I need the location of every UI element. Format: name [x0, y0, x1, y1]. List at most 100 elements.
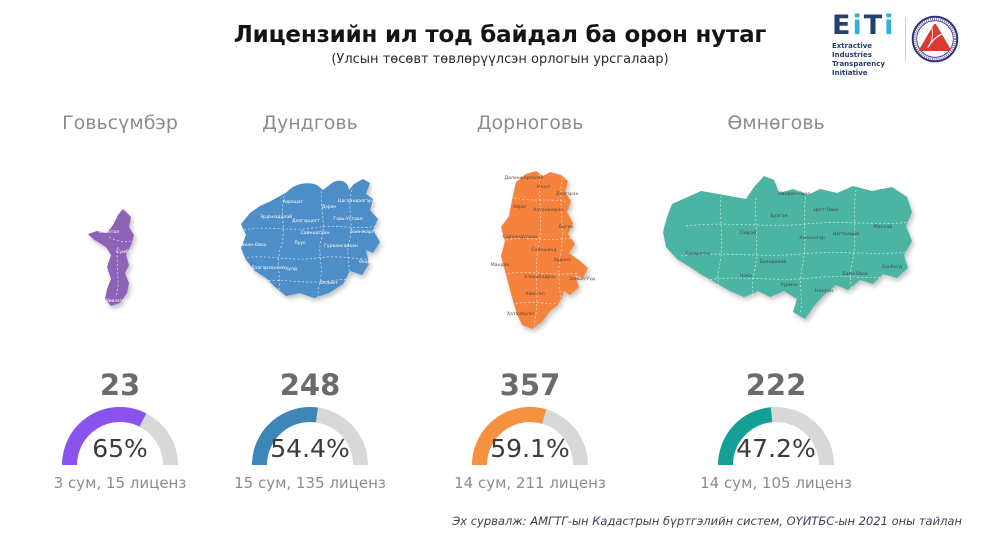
map-dornogovi: Даланжаргалан Иххэт Дэлгэрэх Айраг Алтанширэ… [484, 168, 595, 340]
soum-label: Өлзийт [320, 279, 338, 286]
soum-label: Гурвантэс [686, 251, 711, 257]
gauge-percent-label: 54.4% [270, 434, 350, 463]
eiti-logo: EiTi Extractive Industries Transparency … [832, 12, 906, 78]
soum-label: Замын-Үүд [569, 276, 595, 282]
soum-label: Цагаандэлгэр [338, 198, 372, 204]
soum-label: Сүмбэр [116, 249, 134, 255]
soum-label: Хөвсгөл [525, 291, 544, 297]
govsumber-region-shape [88, 209, 134, 306]
eiti-letter-t: T [863, 10, 885, 41]
eiti-letter-i2: i [884, 10, 896, 41]
soum-label: Булган [770, 213, 787, 219]
license-detail: 14 сум, 211 лиценз [454, 474, 606, 492]
gauge-svg [62, 407, 178, 466]
soum-label: Цогт-Овоо [813, 207, 838, 213]
soum-label: Гурвансайхан [324, 242, 358, 249]
map-dundgovi: Адаацаг Цагаандэлгэр Дэрэн Эрдэнэдалай Говь-… [232, 174, 387, 314]
soum-label: Алтанширээ [533, 207, 563, 213]
gauge-chart [235, 397, 385, 469]
soum-label: Баяндалай [760, 258, 786, 265]
soum-label: Өргөн [559, 224, 574, 230]
gauge-svg [718, 407, 834, 466]
soum-label: Номгон [815, 288, 833, 294]
dundgovi-region-shape [241, 179, 380, 298]
soum-label: Баян-Овоо [842, 271, 868, 277]
soum-label: Дэлгэрцогт [292, 218, 320, 224]
soum-label: Говь-Угтаал [333, 216, 362, 222]
map-govsumber: Баянтал Сүмбэр Шивээговь [85, 203, 155, 313]
soum-label: Өндөршил [359, 259, 385, 265]
soum-label: Даланжаргалан [504, 175, 543, 181]
dornogovi-region-shape [501, 171, 588, 329]
eiti-logo-letters: EiTi [832, 12, 906, 40]
province-column-dornogovi: Дорноговь 357 59.1% 14 сум, 211 лиценз [430, 0, 630, 539]
soum-label: Сайхандулаан [502, 233, 537, 240]
page-subtitle: (Улсын төсөвт төвлөрүүлсэн орлогын урсга… [331, 52, 669, 67]
province-column-govsumber: Говьсүмбэр 23 65% 3 сум, 15 лиценз [20, 0, 220, 539]
soum-label: Сайншанд [531, 246, 556, 253]
map-umnugovi: Мандал-Овоо Цогт-Овоо Булган Манлай Сэврэй Цо… [656, 168, 922, 330]
license-detail: 14 сум, 105 лиценз [700, 474, 852, 492]
gauge-percent-label: 59.1% [490, 434, 570, 463]
soum-label: Хулд [285, 266, 297, 272]
page-title: Лицензийн ил тод байдал ба орон нутаг [233, 22, 767, 48]
province-title: Дорноговь [476, 112, 584, 134]
province-title: Дундговь [262, 112, 358, 134]
gauge-value-arc [62, 407, 147, 466]
soum-label: Ханхонгор [799, 235, 825, 241]
soum-label: Манлай [874, 223, 893, 230]
license-detail: 3 сум, 15 лиценз [53, 474, 187, 492]
soum-label: Улаанбадрах [524, 274, 556, 280]
soum-label: Баянтал [99, 229, 119, 235]
umnugovi-region-shape [663, 176, 912, 319]
gauge-percent-label: 47.2% [736, 434, 816, 463]
soum-label: Мандах [491, 262, 510, 268]
province-title: Өмнөговь [727, 112, 825, 134]
soum-label: Иххэт [537, 184, 551, 190]
soum-label: Дэлгэрэх [556, 191, 578, 197]
eiti-caption-line1: Extractive Industries [832, 42, 873, 60]
province-column-dundgovi: Дундговь 248 54.4% 15 сум, 135 лиценз [210, 0, 410, 539]
eiti-logo-caption: Extractive Industries Transparency Initi… [832, 42, 906, 78]
umnugovi-map-svg: Мандал-Овоо Цогт-Овоо Булган Манлай Сэврэй Цо… [663, 176, 912, 319]
round-emblem-logo [911, 15, 959, 67]
soum-label: Дэлгэрхангай [251, 264, 285, 271]
soum-label: Дэрэн [322, 204, 337, 210]
license-count: 248 [279, 368, 341, 402]
gauge-chart [455, 397, 605, 469]
soum-label: Сайнцагаан [300, 229, 329, 236]
gauge-value-arc [472, 407, 547, 466]
dundgovi-internal-borders [242, 186, 379, 311]
soum-label: Хүрмэн [780, 282, 798, 288]
logo-divider [905, 17, 906, 61]
soum-label: Шивээговь [104, 298, 131, 304]
soum-label: Сэврэй [740, 229, 757, 236]
gauge-svg [472, 407, 588, 466]
soum-label: Луус [294, 240, 306, 246]
license-count: 222 [745, 368, 807, 402]
license-count: 23 [99, 368, 141, 402]
province-title: Говьсүмбэр [62, 112, 178, 134]
dornogovi-internal-borders [505, 173, 579, 327]
gauge-svg [252, 407, 368, 466]
eiti-letter-i1: i [852, 10, 864, 41]
source-note: Эх сурвалж: АМГТГ-ын Кадастрын бүртгэлий… [452, 514, 962, 528]
soum-label: Баянжаргалан [350, 229, 386, 235]
license-detail: 15 сум, 135 лиценз [234, 474, 386, 492]
eiti-caption-line2: Transparency Initiative [832, 60, 885, 78]
govsumber-internal-borders [108, 236, 132, 298]
soum-label: Эрдэнэ [553, 257, 571, 263]
soum-label: Ноён [740, 273, 752, 279]
gauge-value-arc [252, 407, 318, 466]
soum-label: Хатанбулаг [507, 311, 536, 317]
soum-label: Эрдэнэдалай [260, 213, 292, 220]
soum-label: Адаацаг [283, 199, 304, 205]
dornogovi-map-svg: Даланжаргалан Иххэт Дэлгэрэх Айраг Алтанширэ… [491, 171, 595, 329]
soum-label: Цогтцэций [833, 230, 859, 237]
umnugovi-internal-borders [680, 189, 911, 319]
gauge-percent-label: 65% [92, 434, 148, 463]
eiti-letter-e: E [832, 10, 853, 41]
province-column-umnugovi: Өмнөговь 222 47.2% 14 сум, 105 лиценз [676, 0, 876, 539]
